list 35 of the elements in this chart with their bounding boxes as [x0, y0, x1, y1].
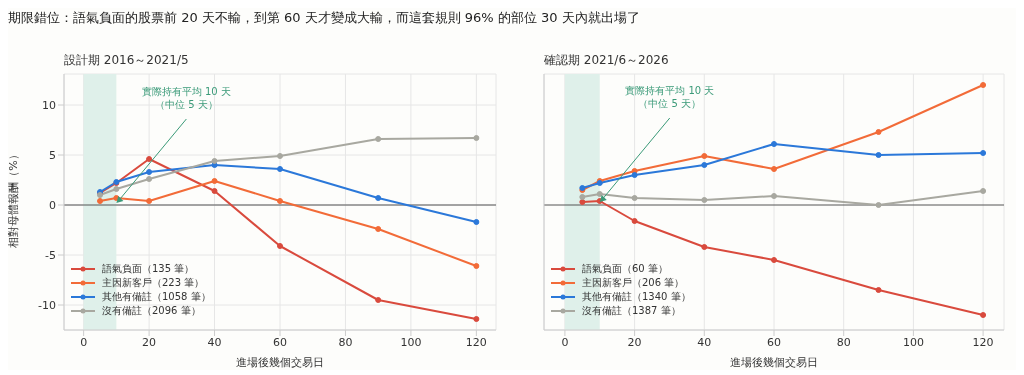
legend-label: 其他有備註（1058 筆） — [102, 290, 211, 304]
legend-label: 語氣負面（60 筆） — [582, 262, 668, 276]
x-tick-label: 100 — [902, 335, 924, 349]
y-axis-title: 相對母體報酬（%） — [5, 148, 21, 248]
y-tick-label: -5 — [45, 248, 56, 262]
x-tick-label: 20 — [142, 335, 157, 349]
x-tick-label: 60 — [767, 335, 781, 349]
x-tick-label: 80 — [836, 335, 851, 349]
legend-label: 其他有備註（1340 筆） — [582, 290, 691, 304]
legend-label: 主因新客戶（223 筆） — [102, 276, 205, 290]
x-tick-label: 40 — [697, 335, 712, 349]
y-tick-label: 0 — [49, 198, 56, 212]
x-axis-title: 進場後幾個交易日 — [236, 356, 324, 369]
y-tick-label: 10 — [42, 98, 56, 112]
x-axis-title: 進場後幾個交易日 — [730, 356, 818, 369]
x-tick-label: 60 — [273, 335, 287, 349]
chart-subtitle: 設計期 2016～2021/5 — [63, 52, 190, 69]
annotation: 實際持有平均 10 天（中位 5 天） — [140, 85, 232, 111]
x-tick-label: 100 — [400, 335, 422, 349]
legend-label: 主因新客戶（206 筆） — [582, 276, 685, 290]
legend-label: 沒有備註（2096 筆） — [102, 304, 201, 318]
legend-label: 語氣負面（135 筆） — [102, 262, 195, 276]
x-tick-label: 120 — [972, 335, 994, 349]
x-tick-label: 40 — [207, 335, 222, 349]
y-tick-label: -10 — [38, 298, 56, 312]
x-tick-label: 20 — [627, 335, 642, 349]
y-tick-label: 5 — [49, 148, 56, 162]
legend-label: 沒有備註（1387 筆） — [582, 304, 681, 318]
x-tick-label: 120 — [465, 335, 487, 349]
x-tick-label: 0 — [80, 335, 88, 349]
x-tick-label: 80 — [338, 335, 353, 349]
chart-title: 期限錯位：語氣負面的股票前 20 天不輸，到第 60 天才變成大輸，而這套規則 96% 的部位 30 天內就出場了 — [8, 9, 641, 27]
chart-subtitle: 確認期 2021/6～2026 — [543, 52, 670, 69]
x-tick-label: 0 — [561, 335, 569, 349]
annotation: 實際持有平均 10 天（中位 5 天） — [624, 84, 716, 110]
